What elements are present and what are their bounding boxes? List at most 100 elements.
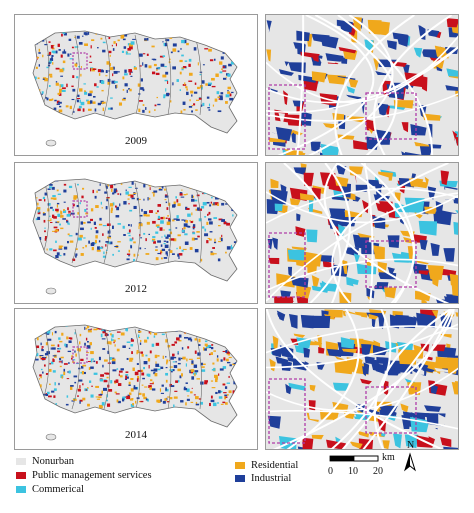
landuse-patch (224, 394, 228, 397)
landuse-patch (42, 371, 44, 374)
landuse-patch (37, 92, 40, 96)
landuse-patch (188, 63, 191, 67)
landuse-patch (118, 370, 123, 373)
landuse-patch (124, 73, 128, 76)
landuse-patch (72, 359, 76, 361)
landuse-parcel (427, 264, 444, 281)
landuse-patch (72, 203, 75, 207)
landuse-patch (123, 201, 127, 205)
scale-tick-20: 20 (373, 466, 383, 477)
landuse-parcel (443, 446, 458, 449)
landuse-patch (233, 362, 237, 365)
landuse-patch (169, 250, 173, 253)
landuse-patch (129, 88, 132, 92)
legend-item-public: Public management services (16, 470, 152, 481)
landuse-parcel (311, 434, 324, 440)
landuse-patch (66, 219, 68, 222)
landuse-parcel (309, 197, 314, 212)
landuse-patch (77, 212, 79, 215)
road (277, 15, 375, 155)
landuse-patch (183, 194, 187, 196)
landuse-patch (226, 351, 230, 354)
road (283, 163, 342, 303)
landuse-patch (102, 255, 107, 258)
landuse-patch (194, 248, 199, 253)
landuse-patch (136, 352, 138, 355)
landuse-patch (51, 98, 54, 101)
landuse-patch (140, 78, 143, 82)
landuse-parcel (288, 62, 306, 73)
landuse-patch (124, 83, 128, 87)
landuse-patch (116, 71, 120, 73)
landuse-patch (106, 198, 109, 202)
landuse-patch (144, 339, 147, 343)
landuse-patch (48, 203, 51, 206)
district-boundary (134, 328, 141, 410)
landuse-patch (215, 179, 217, 183)
landuse-patch (119, 193, 122, 196)
landuse-patch (152, 220, 156, 224)
landuse-patch (194, 373, 196, 377)
landuse-patch (114, 184, 116, 186)
landuse-patch (209, 59, 214, 62)
landuse-patch (98, 223, 103, 226)
landuse-patch (74, 46, 79, 48)
landuse-patch (55, 67, 60, 70)
landuse-patch (190, 369, 195, 373)
landuse-patch (184, 233, 188, 236)
landuse-patch (197, 352, 201, 356)
landuse-patch (110, 97, 113, 99)
landuse-patch (225, 349, 228, 353)
landuse-parcel (266, 49, 272, 62)
landuse-patch (116, 348, 120, 352)
landuse-patch (41, 91, 44, 94)
landuse-patch (151, 180, 154, 182)
landuse-patch (99, 393, 103, 396)
road (330, 309, 392, 449)
landuse-patch (183, 226, 186, 230)
landuse-patch (208, 109, 211, 111)
landuse-patch (227, 73, 231, 77)
landuse-patch (67, 233, 70, 236)
landuse-patch (114, 380, 116, 383)
landuse-patch (138, 330, 142, 333)
landuse-patch (111, 334, 114, 338)
landuse-patch (76, 98, 81, 100)
landuse-patch (90, 68, 92, 72)
legend-label-commercial: Commerical (32, 484, 84, 495)
landuse-patch (77, 94, 80, 98)
road (266, 93, 458, 122)
landuse-patch (174, 390, 178, 392)
landuse-parcel (423, 405, 442, 412)
landuse-patch (230, 338, 233, 340)
landuse-patch (227, 342, 230, 346)
landuse-patch (173, 201, 176, 205)
landuse-patch (49, 248, 53, 251)
landuse-patch (127, 232, 131, 234)
landuse-patch (95, 385, 100, 388)
landuse-patch (143, 396, 147, 400)
landuse-patch (50, 197, 55, 200)
landuse-patch (232, 363, 237, 366)
landuse-patch (105, 70, 108, 73)
landuse-patch (230, 399, 235, 402)
landuse-patch (156, 68, 158, 71)
landuse-patch (86, 345, 91, 349)
landuse-patch (220, 92, 224, 95)
landuse-patch (61, 360, 63, 364)
landuse-patch (216, 358, 219, 362)
landuse-patch (213, 253, 217, 255)
landuse-parcel (290, 277, 309, 288)
landuse-patch (151, 192, 156, 194)
landuse-patch (220, 359, 223, 362)
landuse-parcel (398, 349, 417, 365)
landuse-patch (225, 358, 229, 362)
landuse-patch (53, 197, 57, 200)
landuse-patch (53, 388, 57, 391)
landuse-patch (68, 370, 71, 374)
landuse-patch (148, 233, 151, 236)
landuse-patch (165, 339, 168, 343)
landuse-patch (122, 76, 125, 80)
landuse-patch (160, 216, 164, 220)
landuse-patch (126, 258, 130, 261)
